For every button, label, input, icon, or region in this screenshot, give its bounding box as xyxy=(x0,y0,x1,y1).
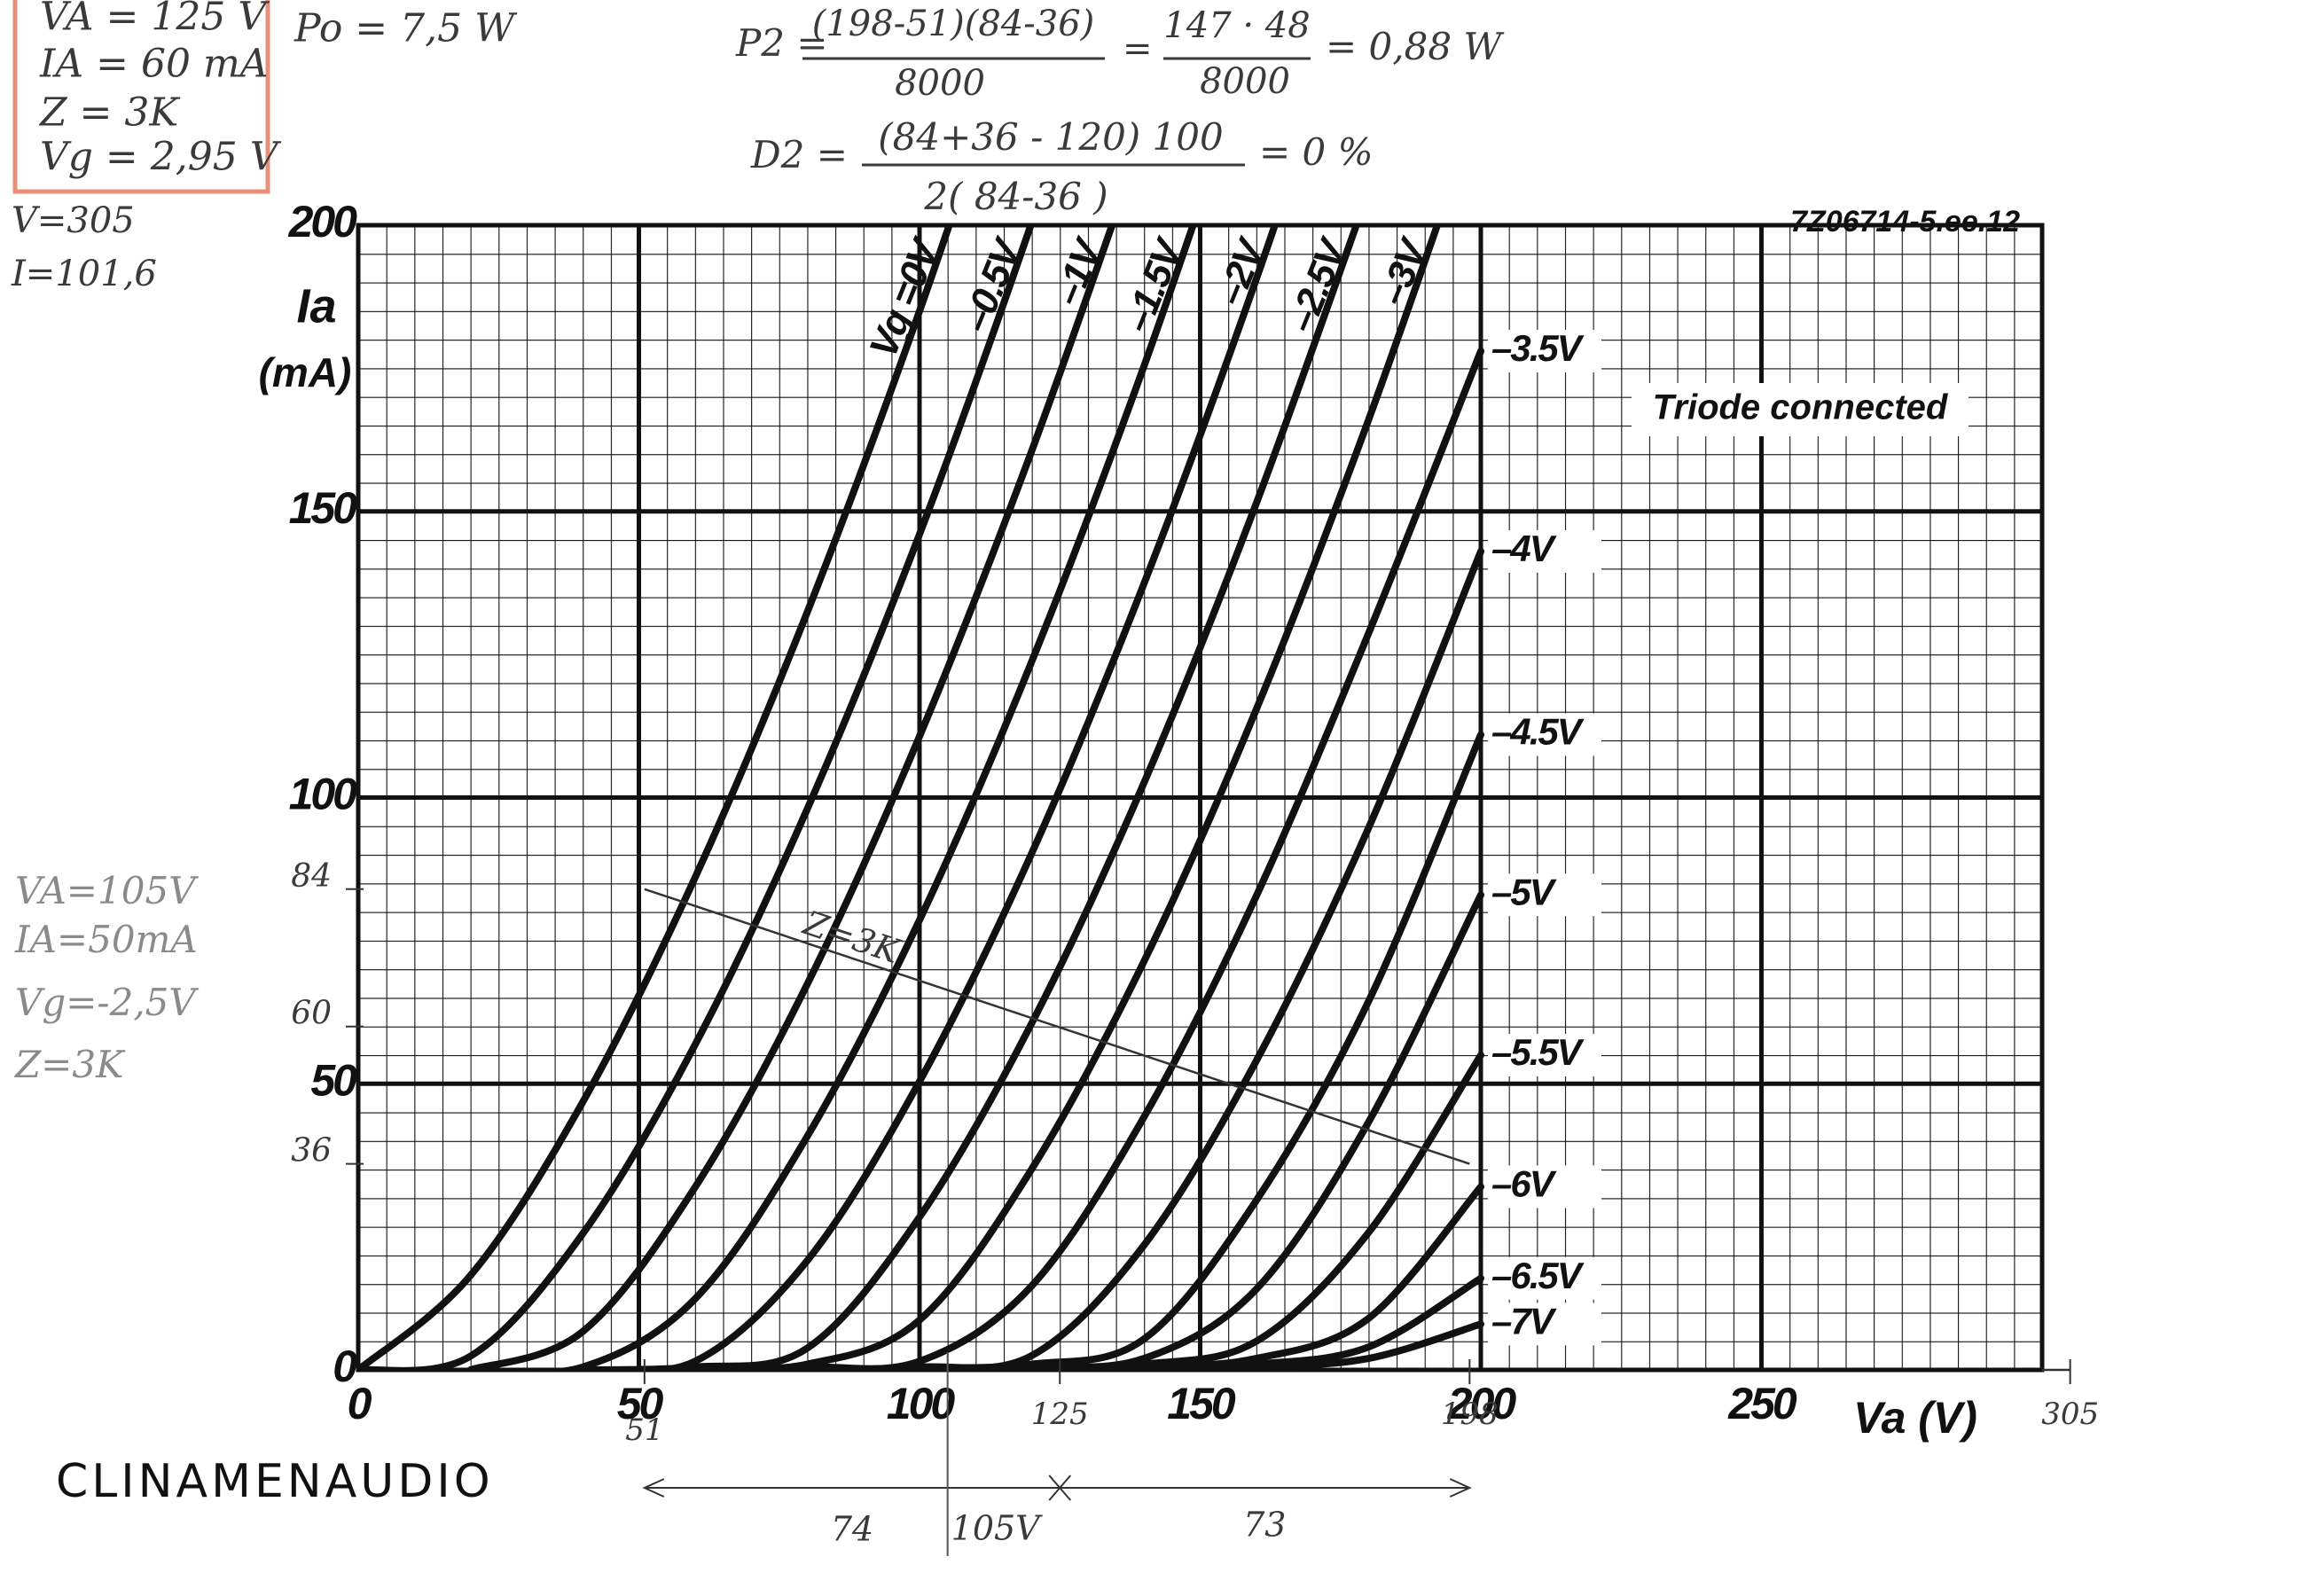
label-backing xyxy=(1488,1256,1601,1300)
curve xyxy=(358,225,953,1370)
curve-label: –6.5V xyxy=(1491,1255,1585,1296)
p2-numerator: (198-51)(84-36) xyxy=(812,4,1095,44)
label-backing xyxy=(1488,713,1601,756)
load-line xyxy=(644,888,1470,1165)
y-axis-symbol: Ia xyxy=(296,279,336,332)
hand-tick-label: 60 xyxy=(291,996,332,1032)
y-tick-label: 200 xyxy=(288,197,358,246)
y-tick-label: 100 xyxy=(289,770,358,819)
curve xyxy=(691,225,1442,1370)
po-note: Po = 7,5 W xyxy=(294,6,518,51)
p2-result: = 0,88 W xyxy=(1326,25,1505,68)
curve xyxy=(466,225,1116,1370)
p2-denominator: 8000 xyxy=(895,63,985,104)
span-label: 73 xyxy=(1243,1506,1286,1545)
x-axis-label: Va (V) xyxy=(1853,1393,1977,1443)
curve xyxy=(579,225,1280,1370)
curve-label: –5V xyxy=(1491,871,1557,912)
note-line: VA = 125 V xyxy=(40,0,270,40)
left-note: VA=105V xyxy=(15,869,199,912)
brand: CLINAMENAUDIO xyxy=(56,1455,494,1508)
curve xyxy=(1140,1320,1484,1370)
label-backing xyxy=(1488,330,1601,373)
d2-numerator: (84+36 - 120) 100 xyxy=(878,115,1223,159)
dimension-arrow xyxy=(642,1475,1472,1501)
y-tick-label: 50 xyxy=(310,1055,357,1105)
curve-label: –4.5V xyxy=(1491,711,1585,753)
label-backing xyxy=(1488,1165,1601,1209)
p2-denominator: 8000 xyxy=(1200,61,1290,102)
note-line: Vg = 2,95 V xyxy=(40,135,282,180)
v-note: V=305 xyxy=(12,200,135,241)
d2-lhs: D2 = xyxy=(750,133,848,176)
code: 7Z06714-5.ee.12 xyxy=(1790,205,2020,239)
span-label: 74 xyxy=(831,1510,873,1549)
hand-tick-label: 36 xyxy=(291,1133,332,1170)
va-label: 105V xyxy=(951,1509,1044,1548)
d2-denominator: 2( 84-36 ) xyxy=(923,175,1108,218)
left-note: Vg=-2,5V xyxy=(15,981,199,1024)
curve-label: –3.5V xyxy=(1491,327,1585,369)
hand-tick-label: 51 xyxy=(625,1412,663,1448)
curve-label: –5.5V xyxy=(1491,1031,1585,1073)
label-backing xyxy=(1488,1033,1601,1076)
curve xyxy=(916,1051,1484,1370)
left-note: IA=50mA xyxy=(14,918,198,961)
d2-result: = 0 % xyxy=(1259,130,1374,174)
note-backing xyxy=(1632,383,1969,436)
x-tick-label: 0 xyxy=(348,1379,372,1428)
x-tick-label: 200 xyxy=(1447,1379,1517,1428)
x-tick-label: 100 xyxy=(887,1379,956,1428)
hand-tick-label: 305 xyxy=(2041,1396,2099,1432)
notes-box xyxy=(12,0,270,194)
note-line: Z = 3K xyxy=(38,90,180,136)
i-note: I=101,6 xyxy=(11,254,157,294)
note: Triode connected xyxy=(1653,388,1949,427)
curve xyxy=(466,225,1197,1370)
label-backing xyxy=(1488,529,1601,573)
hand-tick-label: 125 xyxy=(1031,1396,1089,1432)
curve-label: –7V xyxy=(1491,1300,1557,1342)
label-backing xyxy=(1488,873,1601,917)
y-axis-unit: (mA) xyxy=(259,349,352,395)
x-tick-label: 50 xyxy=(617,1379,664,1428)
y-tick-label: 150 xyxy=(289,483,358,533)
x-tick-label: 150 xyxy=(1167,1379,1236,1428)
curve xyxy=(358,225,1035,1370)
p2-numerator: 147 · 48 xyxy=(1163,5,1310,46)
curve-label: –4V xyxy=(1491,528,1557,569)
hand-tick-label: 84 xyxy=(291,858,332,895)
p2-eq: = xyxy=(1123,28,1153,69)
x-tick-label: 250 xyxy=(1727,1379,1797,1428)
hand-tick-label: 198 xyxy=(1441,1396,1499,1432)
left-note: Z=3K xyxy=(13,1043,126,1086)
curve-label: –6V xyxy=(1491,1163,1557,1205)
label-backing xyxy=(1488,1303,1601,1346)
note-line: IA = 60 mA xyxy=(39,42,268,87)
